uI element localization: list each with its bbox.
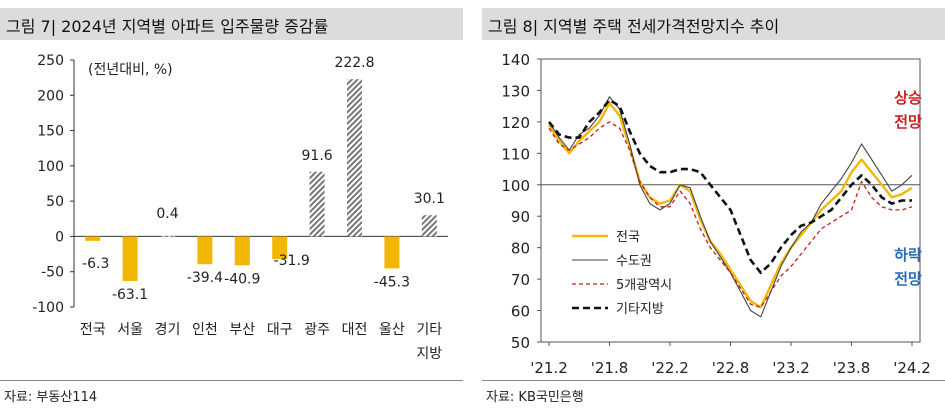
left-bar (421, 215, 437, 237)
left-bar (384, 236, 400, 269)
right-x-tick-label: '23.8 (833, 359, 871, 377)
right-x-tick-label: '23.2 (772, 359, 810, 377)
right-y-tick-label: 110 (501, 145, 530, 163)
right-y-tick-label: 80 (511, 240, 530, 258)
right-x-tick-label: '21.2 (530, 359, 568, 377)
left-data-label: -31.9 (274, 253, 310, 269)
right-chart-title: 그림 8| 지역별 주택 전세가격전망지수 추이 (488, 17, 780, 36)
right-series-line (547, 101, 913, 309)
left-bar (272, 236, 288, 259)
left-y-tick-label: 0 (55, 229, 64, 245)
left-y-tick-label: 200 (37, 88, 64, 104)
left-category-label: 인천 (192, 322, 218, 338)
right-y-tick-label: 140 (501, 51, 530, 69)
left-data-label: -45.3 (374, 274, 410, 290)
right-y-tick-label: 50 (511, 334, 530, 352)
left-category-label: 기타 (416, 322, 442, 338)
left-data-label: 30.1 (414, 191, 445, 207)
right-y-tick-label: 70 (511, 271, 530, 289)
left-category-label: 대전 (342, 322, 368, 338)
left-source-divider (0, 380, 463, 381)
left-bar (347, 79, 362, 237)
left-y-tick-label: 50 (46, 194, 64, 210)
right-title-bar: 그림 8| 지역별 주택 전세가격전망지수 추이 (482, 8, 945, 40)
left-bar (234, 236, 250, 266)
left-bar (160, 236, 175, 237)
left-y-tick-label: 150 (37, 124, 64, 140)
right-legend-label: 전국 (616, 230, 640, 245)
right-y-tick-label: 130 (501, 82, 530, 100)
left-category-label: 부산 (229, 322, 255, 338)
left-bar-chart: 250 200 150 100 50 0 -50 -100 (전년대비, %) -6.3 전국 -63… (32, 53, 448, 362)
right-x-tick-label: '24.2 (893, 359, 931, 377)
right-y-tick-label: 90 (511, 208, 530, 226)
left-bar (85, 236, 101, 241)
right-annotation-down: 하락 (894, 246, 922, 264)
left-category-label: 경기 (155, 322, 181, 338)
left-bar (309, 171, 325, 237)
right-series-line (548, 96, 913, 318)
right-series-line (548, 121, 913, 309)
left-bar (197, 236, 213, 265)
right-annotation-up: 전망 (894, 113, 922, 131)
left-unit-label: (전년대비, %) (88, 62, 173, 78)
left-category-label: 지방 (416, 346, 442, 362)
left-data-label: 91.6 (302, 148, 333, 164)
right-source-note: 자료: KB국민은행 (486, 390, 584, 405)
right-annotation-up: 상승 (894, 89, 922, 107)
right-legend-label: 5개광역시 (616, 278, 672, 293)
left-bar (122, 236, 138, 281)
left-data-label: -40.9 (224, 271, 260, 287)
right-chart-panel: 그림 8| 지역별 주택 전세가격전망지수 추이 자료: KB국민은행 140 1… (482, 0, 945, 409)
right-x-tick-label: '22.8 (712, 359, 750, 377)
right-y-tick-label: 120 (501, 114, 530, 132)
left-data-label: -6.3 (82, 256, 109, 272)
left-y-tick-label: -100 (32, 300, 64, 316)
left-title-bar: 그림 7| 2024년 지역별 아파트 입주물량 증감률 (0, 8, 463, 40)
left-chart-title: 그림 7| 2024년 지역별 아파트 입주물량 증감률 (6, 17, 329, 36)
left-source-note: 자료: 부동산114 (4, 390, 98, 405)
right-series-line (547, 98, 912, 275)
left-data-label: -39.4 (187, 270, 223, 286)
left-category-label: 전국 (80, 322, 106, 338)
right-legend-label: 수도권 (616, 254, 652, 269)
right-annotation-down: 전망 (894, 270, 922, 288)
left-data-label: 0.4 (156, 206, 178, 222)
left-category-label: 서울 (117, 322, 143, 338)
right-plot-frame (540, 58, 921, 343)
left-y-tick-label: 250 (37, 53, 64, 69)
right-legend-label: 기타지방 (616, 302, 664, 317)
left-category-label: 대구 (267, 322, 293, 338)
left-data-label: -63.1 (112, 287, 148, 303)
left-category-label: 울산 (379, 322, 405, 338)
left-y-tick-label: -50 (41, 265, 64, 281)
left-y-tick-label: 100 (37, 159, 64, 175)
right-x-tick-label: '21.8 (591, 359, 629, 377)
left-data-label: 222.8 (334, 55, 374, 71)
left-category-label: 광주 (304, 322, 330, 338)
right-y-tick-label: 100 (501, 177, 530, 195)
right-source-divider (482, 380, 945, 381)
right-line-chart: 140 130 120 110 100 90 80 70 60 50'21.2 '21.8 '22.2… (501, 51, 931, 377)
left-chart-panel: 그림 7| 2024년 지역별 아파트 입주물량 증감률 자료: 부동산114 … (0, 0, 463, 409)
right-y-tick-label: 60 (511, 303, 530, 321)
right-x-tick-label: '22.2 (651, 359, 689, 377)
